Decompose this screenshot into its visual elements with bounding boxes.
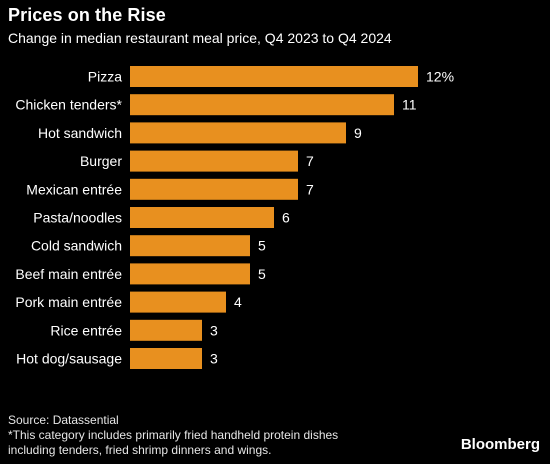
category-label-hot-sandwich: Hot sandwich (38, 125, 122, 141)
bar-pasta-noodles (130, 207, 274, 228)
value-label-pizza: 12% (426, 69, 454, 85)
value-label-beef-main-entr-e: 5 (258, 266, 266, 282)
bar-burger (130, 150, 298, 172)
bar-chart: Pizza 12% Chicken tenders* 11 Hot sandwich 9 B… (15, 66, 454, 369)
category-label-pizza: Pizza (88, 69, 122, 85)
category-label-burger: Burger (80, 153, 122, 169)
bar-pork-main-entr-e (130, 291, 226, 313)
bar-mexican-entr-e (130, 178, 298, 200)
bar-pizza (130, 66, 418, 87)
bloomberg-logo: Bloomberg (460, 436, 540, 453)
value-label-burger: 7 (306, 153, 314, 169)
value-label-pork-main-entr-e: 4 (234, 294, 242, 310)
value-label-hot-dog-sausage: 3 (210, 351, 218, 367)
bar-hot-dog-sausage (130, 348, 202, 369)
category-label-chicken-tenders: Chicken tenders* (15, 97, 122, 113)
category-label-pasta-noodles: Pasta/noodles (33, 210, 122, 226)
footnote-line-1: *This category includes primarily fried … (8, 428, 339, 442)
category-label-pork-main-entr-e: Pork main entrée (15, 294, 122, 310)
value-label-cold-sandwich: 5 (258, 238, 266, 254)
value-label-chicken-tenders: 11 (402, 97, 417, 113)
bar-hot-sandwich (130, 122, 346, 144)
category-label-cold-sandwich: Cold sandwich (31, 238, 122, 254)
value-label-pasta-noodles: 6 (282, 210, 290, 226)
bar-chicken-tenders (130, 94, 394, 116)
category-label-hot-dog-sausage: Hot dog/sausage (16, 351, 122, 367)
category-label-mexican-entr-e: Mexican entrée (26, 181, 122, 197)
value-label-rice-entr-e: 3 (210, 322, 218, 338)
source-note: Source: Datassential (8, 413, 119, 427)
footnote-line-2: including tenders, fried shrimp dinners … (8, 443, 272, 457)
chart-footer: Source: Datassential *This category incl… (8, 413, 338, 458)
category-label-rice-entr-e: Rice entrée (50, 322, 122, 338)
bar-rice-entr-e (130, 319, 202, 341)
chart-title: Prices on the Rise (8, 5, 166, 25)
category-label-beef-main-entr-e: Beef main entrée (15, 266, 122, 282)
value-label-hot-sandwich: 9 (354, 125, 362, 141)
bar-cold-sandwich (130, 235, 250, 257)
bar-beef-main-entr-e (130, 263, 250, 285)
chart-subtitle: Change in median restaurant meal price, … (8, 30, 392, 46)
value-label-mexican-entr-e: 7 (306, 181, 314, 197)
